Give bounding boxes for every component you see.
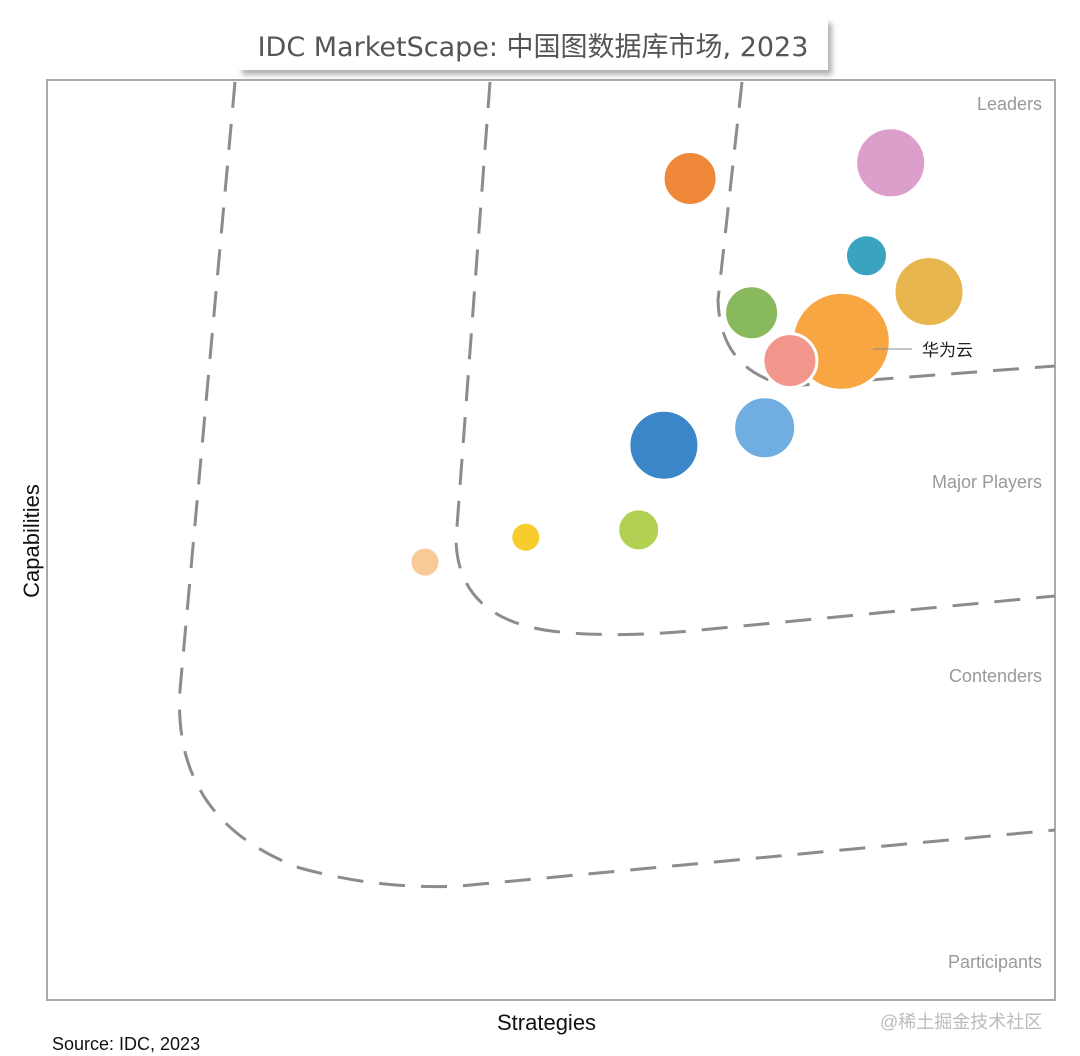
bubble-vendor-12 [408,545,442,579]
contenders-boundary [454,81,1056,637]
segment-contenders: Contenders [948,666,1042,686]
segment-participants: Participants [947,952,1042,972]
bubble-vendor-1 [661,149,719,207]
plot-frame [46,79,1056,1001]
bubble-vendor-8 [732,395,798,461]
bubble-vendor-3 [844,233,890,279]
bubble-vendor-7 [761,332,819,390]
bubble-vendor-2 [854,126,928,200]
y-axis-label: Capabilities [19,484,44,598]
participants-boundary [178,81,1056,889]
major-players-boundary [716,81,1056,388]
huawei-label: 华为云 [922,341,973,361]
segment-leaders: Leaders [976,94,1042,114]
segment-major-players: Major Players [931,472,1042,492]
watermark: @稀土掘金技术社区 [880,1012,1043,1032]
bubble-vendor-4 [892,255,966,329]
source-note: Source: IDC, 2023 [52,1034,201,1054]
bubble-vendor-11 [509,520,543,554]
chart-title: IDC MarketScape: 中国图数据库市场, 2023 [238,18,828,70]
bubble-vendor-5 [723,284,781,342]
x-axis-label: Strategies [497,1010,597,1035]
bubble-vendor-10 [616,507,662,553]
bubble-vendor-9 [627,408,701,482]
